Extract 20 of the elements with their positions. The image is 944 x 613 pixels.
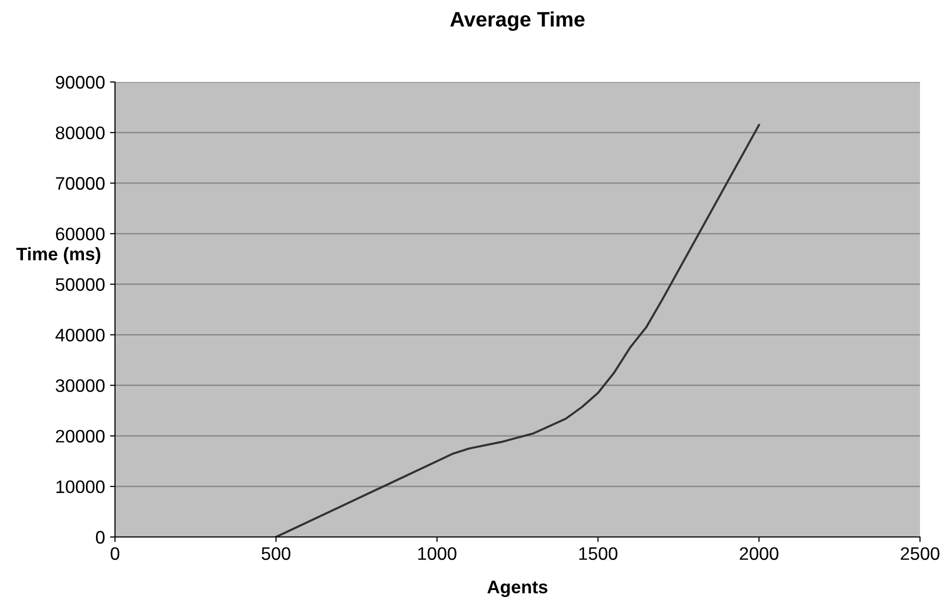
y-axis-title: Time (ms) xyxy=(16,247,100,264)
y-tick-label: 0 xyxy=(96,530,105,544)
x-tick-label: 0 xyxy=(110,547,120,560)
y-tick-label: 70000 xyxy=(56,177,105,190)
y-tick-label: 40000 xyxy=(55,328,105,342)
y-tick-label: 80000 xyxy=(56,126,105,140)
y-tick-label: 20000 xyxy=(56,430,105,443)
x-tick-label: 2000 xyxy=(740,547,778,560)
y-tick-label: 60000 xyxy=(56,228,105,240)
y-tick-label: 10000 xyxy=(56,480,105,494)
x-tick-label: 1000 xyxy=(418,547,456,560)
y-tick-label: 90000 xyxy=(56,76,105,89)
line-series xyxy=(274,124,760,537)
x-axis-title: Agents xyxy=(487,580,548,598)
x-tick-label: 1500 xyxy=(579,547,618,560)
x-tick-label: 500 xyxy=(262,547,290,560)
chart-title: Average Time xyxy=(450,11,585,31)
x-tick-label: 2500 xyxy=(900,547,940,560)
y-tick-label: 30000 xyxy=(56,379,105,392)
y-tick-label: 50000 xyxy=(56,278,105,291)
